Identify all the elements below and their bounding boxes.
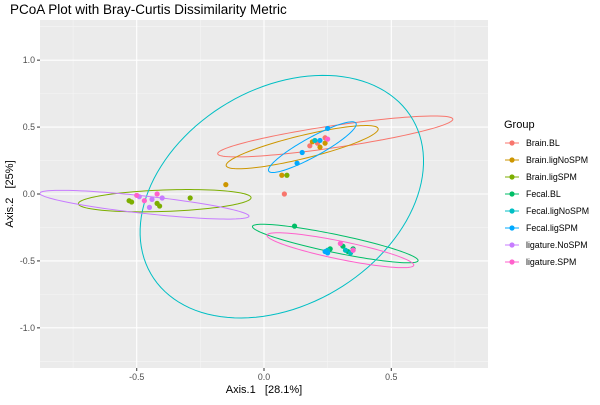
x-axis-label: Axis.1 [28.1%] (226, 384, 302, 396)
point-ligature-spm (337, 240, 343, 247)
legend-item: Fecal.BL (505, 189, 561, 199)
point-brain-lignospm (223, 182, 229, 188)
point-fecal-ligspm (325, 125, 331, 132)
point-fecal-ligspm (317, 137, 323, 144)
chart-title: PCoA Plot with Bray-Curtis Dissimilarity… (10, 2, 287, 17)
ellipse-ligature-nospm (40, 189, 250, 220)
legend-items: Brain.BL Brain.ligNoSPM Brain.ligSPM Fecal.… (505, 138, 589, 267)
point-ligature-spm (141, 198, 147, 204)
point-brain-ligspm (284, 172, 290, 178)
x-tick-label: 0.0 (258, 372, 270, 382)
point-ligature-nospm (146, 204, 153, 210)
x-axis: -0.5 0.0 0.5 (129, 368, 397, 382)
y-axis-label: Axis.2 [25%] (4, 160, 16, 227)
ellipse-brain-bl (217, 115, 454, 158)
legend-label: ligature.NoSPM (526, 240, 588, 250)
point-brain-ligspm (187, 195, 193, 201)
ellipse-ligature-spm (266, 232, 415, 269)
point-ligature-spm (350, 247, 356, 253)
ellipse-fecal-bl (251, 223, 419, 264)
point-fecal-bl (291, 223, 298, 229)
point-brain-ligspm (129, 199, 135, 205)
point-ligature-spm (134, 192, 140, 198)
legend-label: Fecal.BL (526, 189, 561, 199)
point-fecal-lignospm (312, 137, 318, 144)
legend-key-dot (509, 225, 515, 231)
data-points (126, 125, 356, 256)
y-tick-label: 1.0 (23, 55, 35, 65)
legend: Group Brain.BL Brain.ligNoSPM Brain.ligSPM… (504, 119, 589, 267)
legend-label: Fecal.ligNoSPM (526, 206, 589, 216)
legend-label: ligature.SPM (526, 257, 576, 267)
point-fecal-ligspm (294, 160, 300, 166)
point-fecal-lignospm (342, 247, 349, 253)
point-brain-ligspm (157, 203, 163, 209)
legend-key-dot (509, 242, 515, 248)
y-tick-label: 0.0 (23, 189, 35, 199)
legend-title: Group (504, 119, 535, 131)
legend-item: ligature.SPM (505, 257, 576, 267)
ellipse-brain-lignospm (225, 125, 379, 170)
legend-label: Brain.ligSPM (526, 172, 577, 182)
legend-label: Fecal.ligSPM (526, 223, 578, 233)
legend-key-dot (509, 259, 515, 265)
ellipse-fecal-ligspm (267, 121, 357, 174)
legend-label: Brain.ligNoSPM (526, 155, 588, 165)
legend-key-dot (509, 140, 515, 146)
confidence-ellipses (40, 74, 454, 319)
point-brain-bl (281, 191, 287, 197)
legend-key-dot (509, 208, 515, 214)
point-ligature-spm (325, 136, 331, 142)
ellipse-fecal-lignospm (139, 74, 424, 319)
legend-key-dot (509, 191, 515, 197)
point-brain-lignospm (279, 172, 285, 178)
point-ligature-nospm (159, 195, 165, 201)
point-brain-lignospm (317, 144, 323, 150)
legend-item: Brain.ligSPM (505, 172, 577, 182)
y-tick-label: -1.0 (20, 323, 35, 333)
legend-key-dot (509, 174, 515, 180)
x-tick-label: -0.5 (129, 372, 144, 382)
point-ligature-nospm (149, 196, 155, 202)
y-tick-label: 0.5 (23, 122, 35, 132)
legend-label: Brain.BL (526, 138, 560, 148)
legend-key-dot (509, 157, 515, 163)
legend-item: ligature.NoSPM (505, 240, 588, 250)
legend-item: Brain.BL (505, 138, 560, 148)
y-axis: -1.0 -0.5 0.0 0.5 1.0 (20, 55, 40, 333)
point-fecal-ligspm (322, 248, 328, 255)
point-ligature-spm (154, 191, 160, 197)
y-tick-label: -0.5 (20, 256, 35, 266)
legend-item: Fecal.ligNoSPM (505, 206, 589, 216)
legend-item: Fecal.ligSPM (505, 223, 578, 233)
point-fecal-ligspm (299, 149, 305, 156)
legend-item: Brain.ligNoSPM (505, 155, 588, 165)
point-brain-lignospm (322, 140, 328, 146)
x-tick-label: 0.5 (385, 372, 397, 382)
point-brain-bl (307, 143, 313, 149)
